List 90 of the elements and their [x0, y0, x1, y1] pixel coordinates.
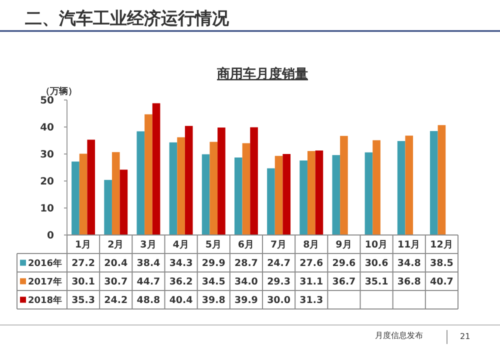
text: 月度信息发布 — [375, 331, 423, 340]
data-label: 36.7 — [332, 276, 356, 288]
bar — [282, 154, 291, 235]
text: 21 — [460, 332, 470, 341]
y-axis-title: （万辆） — [41, 86, 77, 97]
data-label: 28.7 — [234, 258, 258, 270]
bar — [87, 140, 96, 235]
data-label: 31.1 — [300, 276, 324, 288]
data-label: 24.7 — [267, 258, 291, 270]
x-tick-label: 12月 — [430, 240, 454, 251]
bar — [152, 103, 160, 235]
data-label: 24.2 — [104, 295, 128, 306]
y-tick-label: 30 — [40, 150, 54, 160]
data-label: 35.1 — [364, 276, 388, 288]
bar — [438, 125, 446, 235]
data-label: 48.8 — [136, 295, 161, 306]
data-label: 27.6 — [300, 258, 324, 270]
data-label: 44.7 — [136, 276, 160, 288]
bar — [112, 152, 120, 235]
data-label: 31.3 — [300, 295, 324, 306]
y-tick-label: 50 — [40, 96, 54, 106]
bar — [177, 137, 185, 235]
x-tick-label: 10月 — [364, 240, 388, 251]
data-label: 38.5 — [430, 258, 454, 270]
y-tick-label: 40 — [40, 122, 54, 134]
bar — [274, 156, 283, 235]
data-label: 35.3 — [72, 295, 96, 306]
data-label: 34.8 — [397, 258, 422, 270]
x-tick-label: 11月 — [398, 240, 421, 251]
bar — [405, 136, 414, 235]
data-label: 29.3 — [267, 276, 291, 288]
data-label: 36.2 — [169, 276, 193, 288]
data-label: 36.8 — [397, 276, 422, 288]
bar — [267, 168, 275, 235]
data-label: 38.4 — [136, 258, 161, 270]
y-tick-label: 10 — [40, 204, 54, 214]
bar — [315, 150, 324, 235]
bar — [300, 160, 308, 235]
bar — [397, 141, 406, 235]
bar — [250, 127, 258, 235]
bar — [234, 158, 242, 235]
x-tick-label: 1月 — [74, 240, 92, 251]
bar — [184, 126, 193, 235]
x-tick-label: 7月 — [270, 240, 288, 251]
bar — [364, 152, 373, 235]
data-label: 34.0 — [234, 276, 258, 288]
data-label: 30.0 — [267, 295, 291, 306]
data-label: 27.2 — [72, 258, 96, 270]
bar — [144, 114, 152, 235]
bar — [242, 143, 250, 235]
x-tick-label: 8月 — [303, 240, 320, 251]
legend-label: 2018年 — [28, 294, 62, 306]
chart-title: 商用车月度销量 — [216, 66, 308, 82]
bar — [79, 154, 88, 235]
data-label: 29.9 — [202, 258, 226, 270]
legend-label: 2017年 — [28, 276, 62, 288]
bar — [120, 170, 128, 235]
x-tick-label: 3月 — [140, 240, 157, 251]
x-tick-label: 6月 — [238, 240, 255, 251]
y-tick-label: 20 — [40, 176, 54, 188]
y-tick-label: 0 — [47, 230, 54, 242]
legend-label: 2016年 — [28, 258, 62, 269]
bar — [136, 131, 145, 235]
bar — [340, 136, 348, 235]
x-tick-label: 2月 — [108, 240, 124, 251]
data-label: 39.9 — [234, 295, 258, 306]
data-label: 30.6 — [364, 258, 389, 270]
x-tick-label: 4月 — [172, 240, 190, 251]
data-label: 39.8 — [202, 295, 226, 306]
bar — [218, 128, 226, 235]
bar — [332, 155, 340, 235]
bar — [202, 154, 210, 235]
bar — [372, 140, 380, 235]
bar — [72, 162, 80, 235]
data-label: 34.3 — [169, 258, 193, 270]
x-tick-label: 5月 — [205, 240, 222, 251]
bar — [430, 131, 438, 235]
bar — [210, 142, 218, 235]
bar — [307, 151, 316, 235]
data-label: 40.7 — [430, 276, 454, 288]
bar — [169, 142, 178, 235]
x-tick-label: 9月 — [336, 240, 352, 251]
data-label: 20.4 — [104, 258, 128, 270]
data-label: 40.4 — [169, 295, 194, 306]
data-label: 29.6 — [332, 258, 356, 270]
text: 二、汽车工业经济运行情况 — [25, 9, 230, 29]
data-label: 30.7 — [104, 276, 128, 288]
bar — [104, 180, 112, 235]
data-label: 30.1 — [72, 276, 96, 288]
data-label: 34.5 — [202, 276, 226, 288]
